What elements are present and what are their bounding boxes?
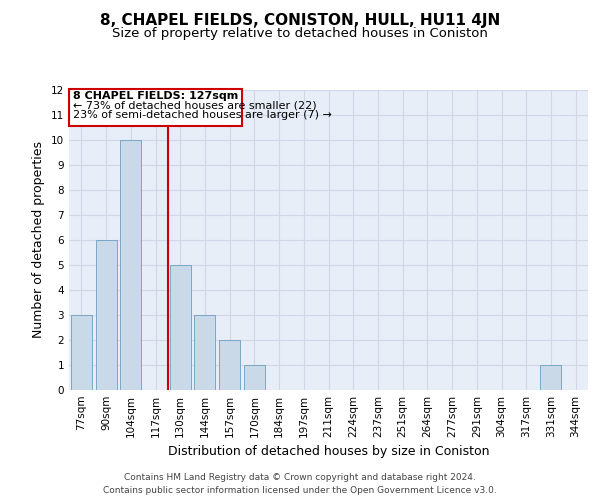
Bar [219, 340, 240, 390]
Bar [95, 240, 116, 390]
Text: 23% of semi-detached houses are larger (7) →: 23% of semi-detached houses are larger (… [73, 110, 332, 120]
Bar [541, 365, 562, 390]
Bar [170, 265, 191, 390]
Bar [194, 315, 215, 390]
Y-axis label: Number of detached properties: Number of detached properties [32, 142, 46, 338]
Text: Size of property relative to detached houses in Coniston: Size of property relative to detached ho… [112, 28, 488, 40]
Bar [71, 315, 92, 390]
Text: 8 CHAPEL FIELDS: 127sqm: 8 CHAPEL FIELDS: 127sqm [73, 91, 238, 101]
X-axis label: Distribution of detached houses by size in Coniston: Distribution of detached houses by size … [168, 446, 489, 458]
FancyBboxPatch shape [70, 89, 242, 126]
Text: 8, CHAPEL FIELDS, CONISTON, HULL, HU11 4JN: 8, CHAPEL FIELDS, CONISTON, HULL, HU11 4… [100, 12, 500, 28]
Text: ← 73% of detached houses are smaller (22): ← 73% of detached houses are smaller (22… [73, 100, 317, 110]
Text: Contains HM Land Registry data © Crown copyright and database right 2024.
Contai: Contains HM Land Registry data © Crown c… [103, 473, 497, 495]
Bar [244, 365, 265, 390]
Bar [120, 140, 141, 390]
